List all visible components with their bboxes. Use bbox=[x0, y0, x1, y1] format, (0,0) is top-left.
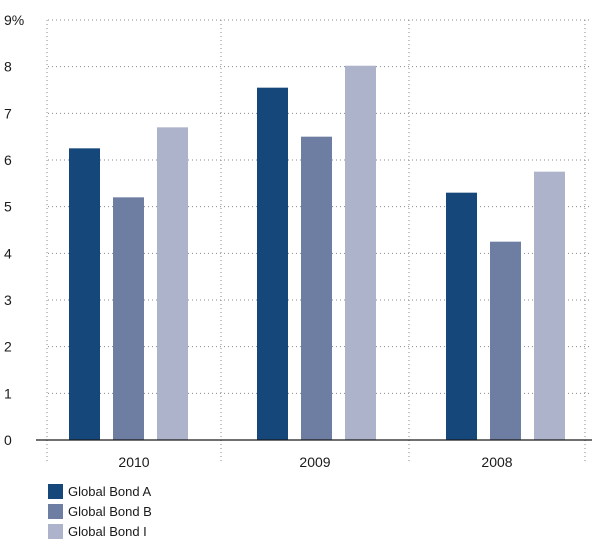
x-tick-label: 2008 bbox=[481, 454, 512, 470]
legend-item: Global Bond B bbox=[48, 501, 152, 521]
y-tick-label: 2 bbox=[4, 339, 12, 355]
y-tick-label: 5 bbox=[4, 199, 12, 215]
bar bbox=[113, 197, 144, 440]
legend-item: Global Bond A bbox=[48, 481, 152, 501]
bar bbox=[69, 148, 100, 441]
legend-label: Global Bond I bbox=[68, 523, 147, 539]
legend-swatch bbox=[48, 503, 63, 519]
legend-item: Global Bond I bbox=[48, 521, 152, 541]
y-tick-label: 4 bbox=[4, 245, 12, 261]
x-tick-label: 2009 bbox=[299, 454, 330, 470]
legend-label: Global Bond B bbox=[68, 503, 152, 519]
y-tick-label: 9% bbox=[4, 12, 24, 28]
x-tick-label: 2010 bbox=[118, 454, 149, 470]
bar bbox=[257, 87, 288, 441]
legend-swatch bbox=[48, 483, 63, 499]
y-tick-label: 3 bbox=[4, 292, 12, 308]
y-tick-label: 6 bbox=[4, 152, 12, 168]
y-tick-label: 1 bbox=[4, 385, 12, 401]
bar bbox=[157, 127, 188, 440]
legend-swatch bbox=[48, 523, 63, 539]
bar bbox=[345, 65, 376, 440]
legend-label: Global Bond A bbox=[68, 483, 152, 499]
bar bbox=[490, 241, 521, 440]
y-tick-label: 7 bbox=[4, 105, 12, 121]
bar bbox=[301, 136, 332, 440]
y-tick-label: 8 bbox=[4, 59, 12, 75]
bar bbox=[446, 192, 477, 440]
bar bbox=[534, 171, 565, 440]
y-tick-label: 0 bbox=[4, 432, 12, 448]
legend: Global Bond A Global Bond B Global Bond I bbox=[48, 481, 152, 541]
